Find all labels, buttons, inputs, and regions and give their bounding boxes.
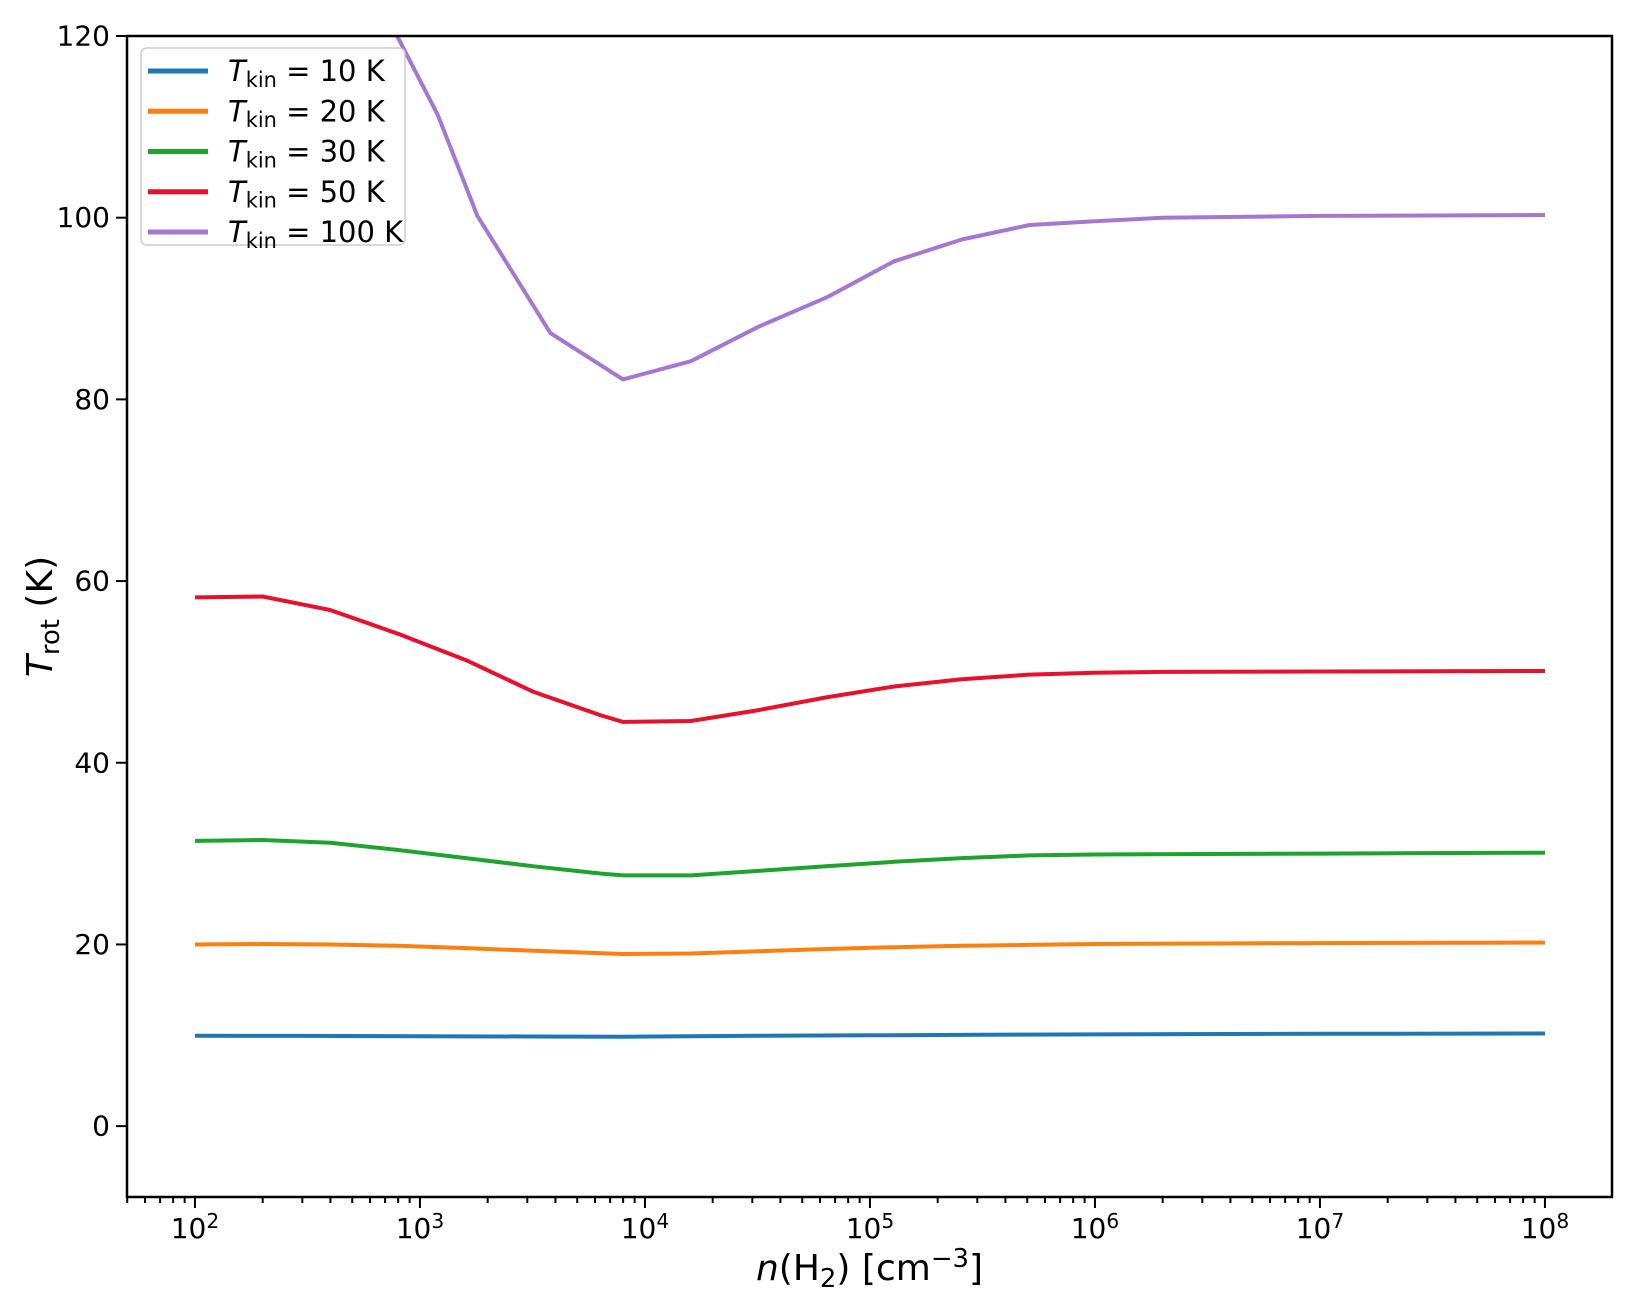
y-tick-label: 60	[74, 565, 110, 598]
series-line-tkin-100-k	[395, 36, 1546, 382]
series-line-tkin-10-k	[194, 1031, 1546, 1039]
x-axis-label: n(H2) [cm−3]	[756, 1244, 983, 1294]
y-tick-label: 100	[57, 201, 110, 234]
y-tick-label: 40	[74, 746, 110, 779]
series-line-tkin-20-k	[194, 940, 1546, 956]
legend-label: Tkin = 10 K	[228, 54, 386, 92]
legend-label: Tkin = 20 K	[228, 94, 386, 132]
series-line-tkin-50-k	[194, 594, 1546, 724]
x-minor-ticks	[126, 1197, 1536, 1203]
x-tick-label: 106	[1071, 1209, 1120, 1245]
legend-label: Tkin = 100 K	[228, 215, 404, 253]
x-tick-label: 103	[396, 1209, 445, 1245]
y-axis-label: Trot (K)	[20, 556, 66, 677]
x-tick-label: 102	[171, 1209, 220, 1245]
legend-label: Tkin = 50 K	[228, 175, 386, 213]
y-tick-label: 80	[74, 383, 110, 416]
y-axis: 0 20 40 60 80 100 120	[57, 20, 127, 1143]
x-axis: 102 103 104 105 106 107 108	[171, 1197, 1570, 1245]
x-tick-label: 105	[846, 1209, 895, 1245]
legend-label: Tkin = 30 K	[228, 135, 386, 173]
x-tick-label: 108	[1521, 1209, 1570, 1245]
y-tick-label: 0	[92, 1110, 110, 1143]
x-tick-label: 107	[1296, 1209, 1345, 1245]
series-lines	[194, 36, 1546, 1039]
y-tick-label: 20	[74, 928, 110, 961]
series-line-tkin-30-k	[194, 838, 1546, 878]
x-tick-label: 104	[621, 1209, 670, 1245]
legend-box	[140, 47, 406, 246]
y-tick-label: 120	[57, 20, 110, 53]
